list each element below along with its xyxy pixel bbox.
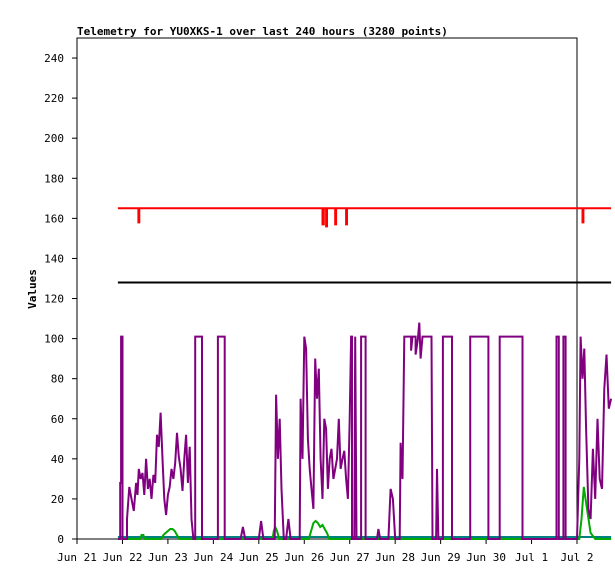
y-tick-label: 160: [44, 212, 64, 225]
y-tick-label: 20: [51, 493, 64, 506]
x-tick-label: Jun 30: [466, 551, 506, 564]
x-axis: Jun 21 Jun 22 Jun 23 Jun 24 Jun 25 Jun 26 Jun …: [57, 539, 594, 564]
x-tick-label: Jun 26: [284, 551, 324, 564]
x-tick-label: Jul 2: [560, 551, 593, 564]
y-tick-label: 60: [51, 413, 64, 426]
y-tick-label: 180: [44, 172, 64, 185]
series-line-0: [117, 207, 612, 228]
y-axis-label: Values: [26, 269, 39, 309]
y-tick-label: 100: [44, 333, 64, 346]
series-line-4: [117, 322, 613, 540]
plot-frame: [76, 37, 578, 540]
y-tick-label: 220: [44, 92, 64, 105]
y-tick-label: 0: [57, 533, 64, 546]
x-tick-label: Jun 28: [375, 551, 415, 564]
chart-title: Telemetry for YU0XKS-1 over last 240 hou…: [77, 25, 448, 38]
x-tick-label: Jun 24: [193, 551, 233, 564]
x-tick-label: Jun 25: [239, 551, 279, 564]
x-tick-label: Jun 21: [57, 551, 97, 564]
y-tick-label: 40: [51, 453, 64, 466]
y-tick-label: 120: [44, 293, 64, 306]
series-line-3: [117, 486, 612, 540]
x-tick-label: Jun 29: [421, 551, 461, 564]
y-tick-label: 140: [44, 252, 64, 265]
x-tick-label: Jun 22: [103, 551, 143, 564]
x-tick-label: Jun 23: [148, 551, 188, 564]
x-tick-label: Jun 27: [330, 551, 370, 564]
plot-series: [117, 207, 613, 540]
y-tick-label: 200: [44, 132, 64, 145]
x-tick-label: Jul 1: [515, 551, 548, 564]
y-axis: 0 20 40 60 80 100 120 140 160 180 200 220 240: [44, 52, 77, 546]
y-tick-label: 240: [44, 52, 64, 65]
y-tick-label: 80: [51, 373, 64, 386]
